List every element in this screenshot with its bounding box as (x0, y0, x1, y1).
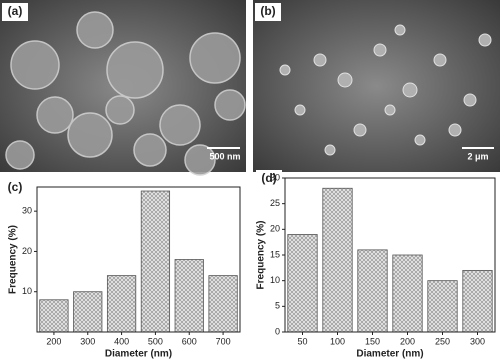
y-tick-label: 0 (275, 326, 280, 336)
bar (174, 259, 204, 333)
y-axis-label: Frequency (%) (256, 221, 267, 290)
x-tick-label: 250 (435, 336, 450, 346)
bar (427, 280, 458, 333)
x-tick-label: 200 (46, 336, 61, 346)
x-tick-label: 600 (182, 336, 197, 346)
x-axis-label: Diameter (nm) (105, 349, 172, 360)
bar (322, 187, 353, 333)
x-tick-label: 50 (297, 336, 307, 346)
bar (106, 275, 137, 333)
panel-label-box (2, 179, 28, 197)
x-tick-label: 100 (330, 336, 345, 346)
panel-label: (d) (261, 171, 276, 185)
y-axis-label: Frequency (%) (8, 225, 19, 294)
y-tick-label: 30 (270, 172, 280, 182)
sem-image-b: (b) 2 μm (253, 0, 500, 172)
panel-label: (b) (260, 4, 275, 18)
bar (208, 275, 238, 333)
x-tick-label: 300 (470, 336, 485, 346)
x-tick-label: 500 (148, 336, 163, 346)
plot-frame (284, 177, 496, 333)
bar (39, 299, 69, 333)
y-tick-label: 30 (22, 206, 32, 216)
bar (287, 234, 318, 333)
y-tick-label: 20 (270, 224, 280, 234)
y-tick-label: 25 (270, 198, 280, 208)
x-tick-label: 700 (216, 336, 231, 346)
panel-label-box (256, 170, 282, 188)
y-tick-label: 10 (270, 275, 280, 285)
bar (392, 254, 423, 333)
scale-bar-label: 2 μm (467, 151, 488, 161)
label-box (2, 3, 28, 21)
bar (357, 249, 388, 333)
sem-image-a: (a) 500 nm (0, 0, 246, 176)
y-tick-label: 10 (22, 286, 32, 296)
bar (462, 269, 493, 333)
x-tick-label: 150 (365, 336, 380, 346)
y-tick-label: 20 (22, 246, 32, 256)
panel-label: (a) (8, 4, 23, 18)
panel-label: (c) (8, 180, 23, 194)
x-tick-label: 300 (80, 336, 95, 346)
bar (73, 291, 103, 333)
plot-frame (36, 186, 241, 333)
y-tick-label: 15 (270, 249, 280, 259)
scale-bar-label: 500 nm (209, 151, 240, 161)
y-tick-label: 5 (275, 301, 280, 311)
bar (140, 190, 171, 333)
x-tick-label: 400 (114, 336, 129, 346)
x-axis-label: Diameter (nm) (356, 349, 423, 360)
x-tick-label: 200 (400, 336, 415, 346)
